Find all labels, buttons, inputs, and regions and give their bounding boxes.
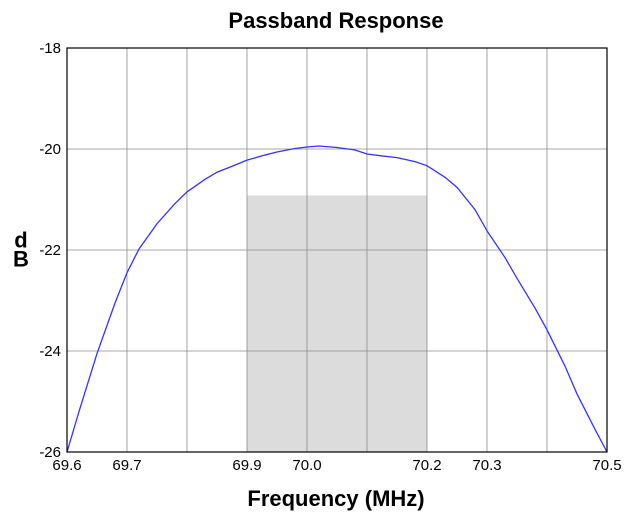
response-curve-line: [66, 145, 608, 453]
y-tick-label: -18: [39, 40, 61, 57]
y-tick-label: -22: [39, 242, 61, 259]
y-tick-label: -26: [39, 444, 61, 461]
x-tick-label: 70.3: [472, 457, 501, 474]
x-axis-label: Frequency (MHz): [247, 486, 424, 511]
y-tick-label: -20: [39, 141, 61, 158]
y-axis-label: dB: [13, 228, 29, 272]
x-tick-label: 69.7: [112, 457, 141, 474]
x-tick-label: 70.2: [412, 457, 441, 474]
x-tick-label: 69.6: [52, 457, 81, 474]
passband-shaded-region: [247, 195, 427, 452]
plot-frame: [66, 47, 608, 453]
x-tick-label: 70.0: [292, 457, 321, 474]
x-tick-label: 69.9: [232, 457, 261, 474]
y-tick-label: -24: [39, 343, 61, 360]
chart-title: Passband Response: [228, 8, 443, 33]
y-axis-label-char: B: [13, 247, 29, 272]
y-axis-label-char: d: [14, 228, 27, 253]
x-tick-label: 70.5: [592, 457, 621, 474]
